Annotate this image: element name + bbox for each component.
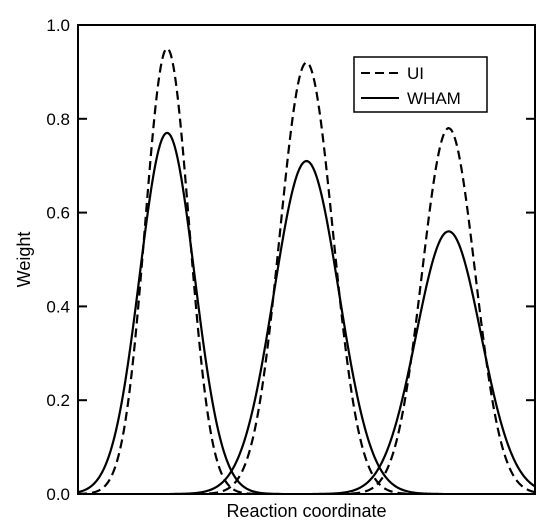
y-tick-labels: 0.0 0.2 0.4 0.6 0.8 1.0 xyxy=(46,16,70,504)
legend: UI WHAM xyxy=(353,56,488,113)
legend-label-ui: UI xyxy=(407,64,424,83)
y-tick-label: 0.2 xyxy=(46,391,70,410)
series-lines xyxy=(77,47,536,496)
series-ui-peak-1 xyxy=(77,47,260,496)
y-tick-label: 0.4 xyxy=(46,297,70,316)
y-tick-label: 0.0 xyxy=(46,485,70,504)
legend-box xyxy=(353,56,488,113)
y-tick-label: 1.0 xyxy=(46,16,70,35)
series-wham-peak-1 xyxy=(77,131,283,496)
legend-label-wham: WHAM xyxy=(407,89,461,108)
plot-frame xyxy=(77,24,536,495)
series-ui-peak-2 xyxy=(195,61,418,496)
y-axis-label: Weight xyxy=(14,232,34,288)
series-wham-peak-3 xyxy=(312,230,536,496)
x-axis-label: Reaction coordinate xyxy=(226,501,386,521)
series-ui-peak-3 xyxy=(337,127,536,496)
series-wham-peak-2 xyxy=(170,159,443,496)
y-tick-label: 0.8 xyxy=(46,110,70,129)
y-tick-label: 0.6 xyxy=(46,204,70,223)
